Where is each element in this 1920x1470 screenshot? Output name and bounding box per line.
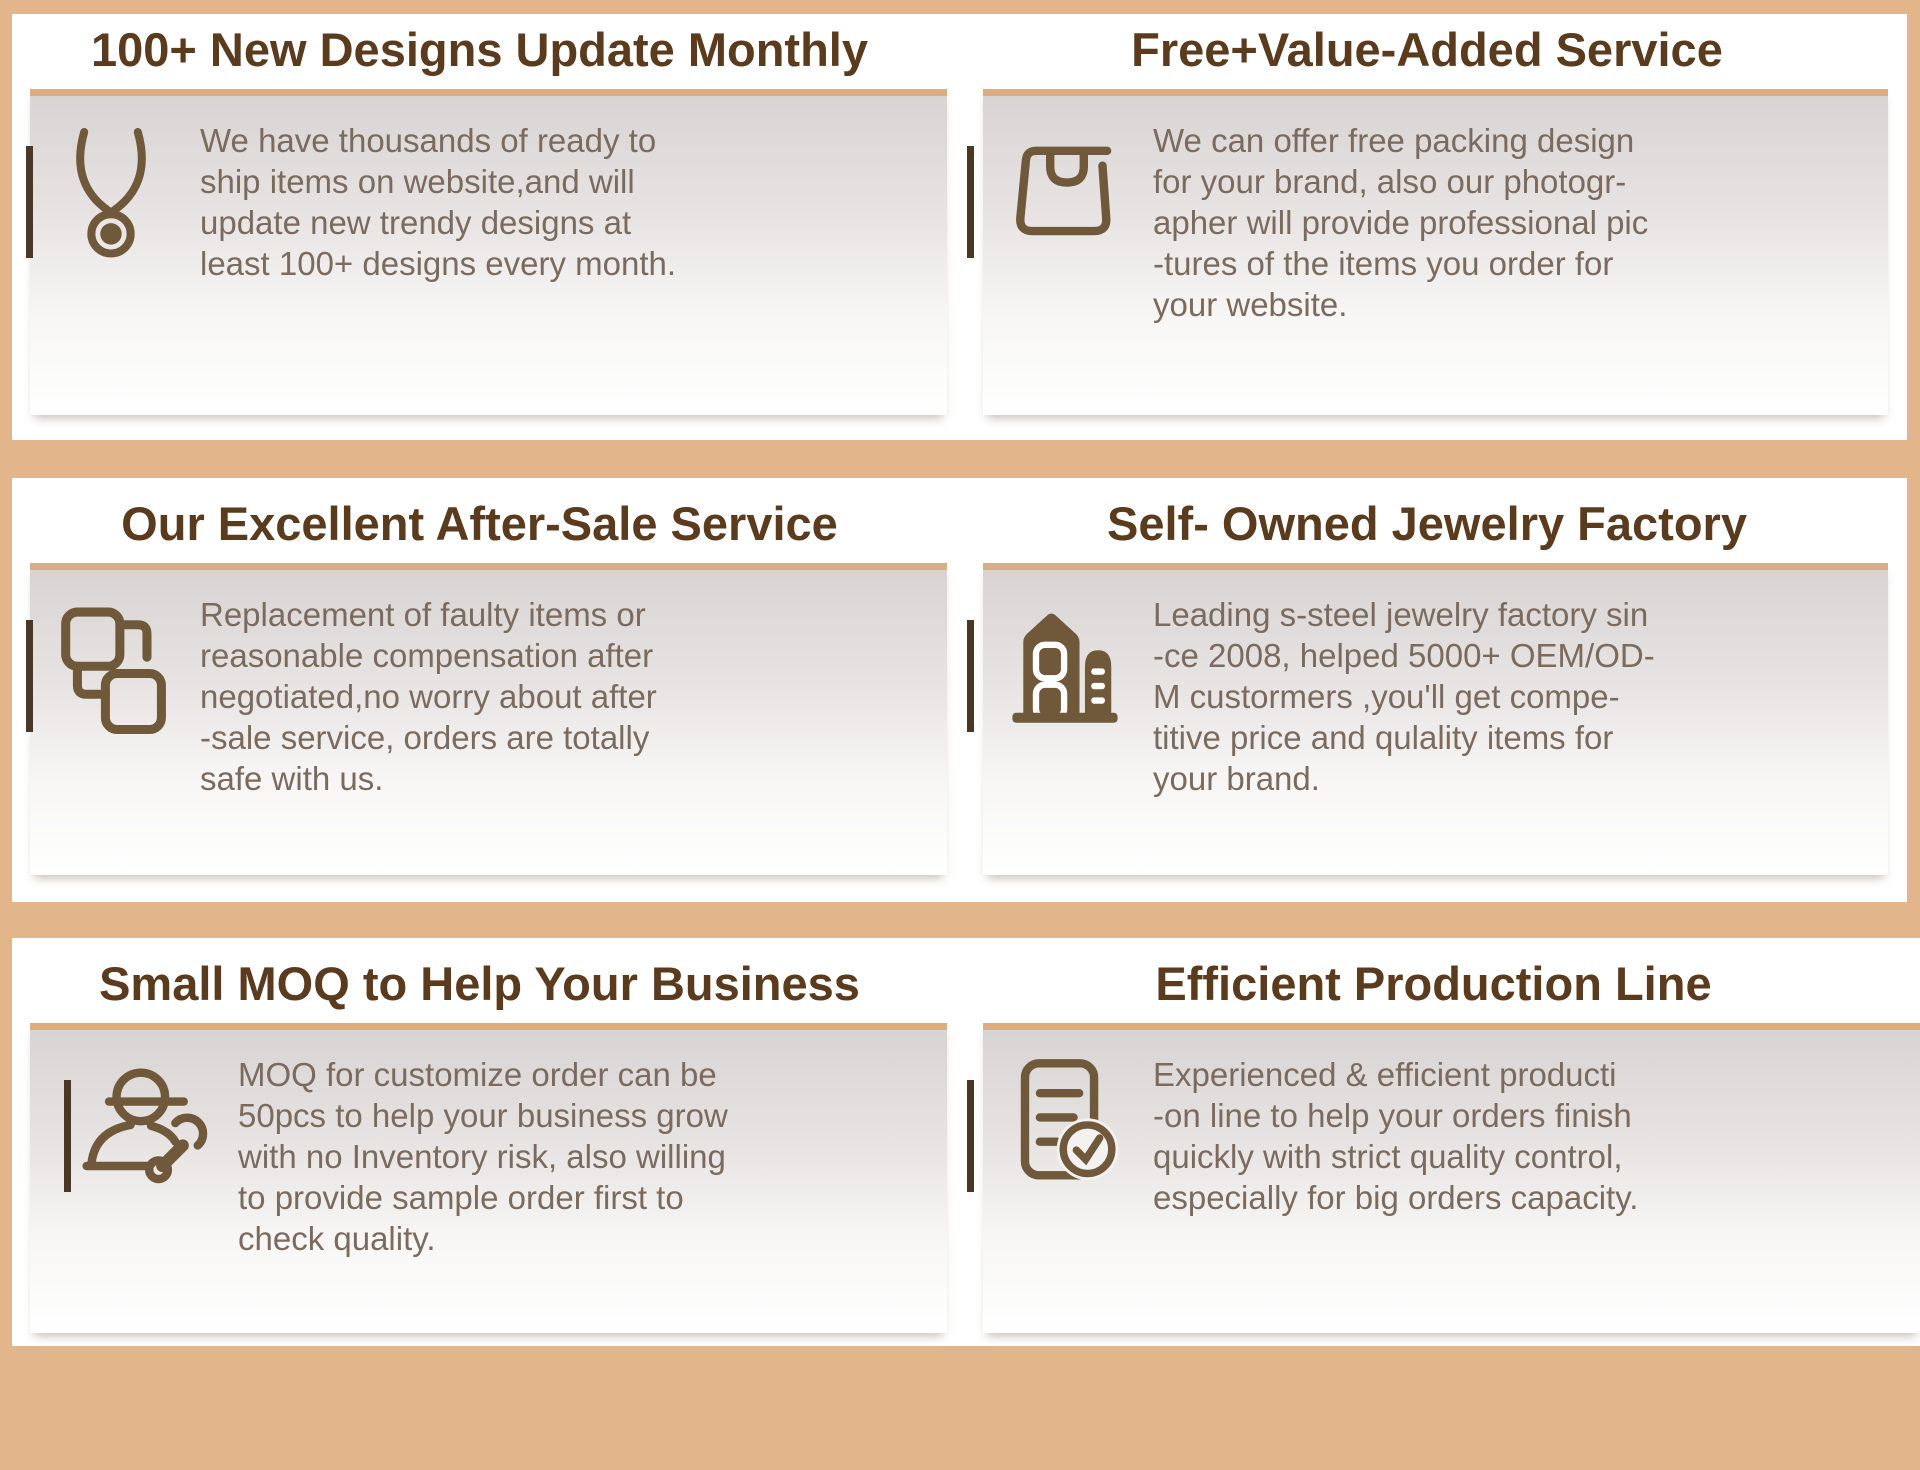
accent-bar bbox=[967, 146, 974, 258]
accent-bar bbox=[26, 146, 33, 258]
panel-value-added-service: Free+Value-Added Service We can offer fr… bbox=[947, 14, 1907, 440]
panel-content-box: MOQ for customize order can be 50pcs to … bbox=[30, 1023, 947, 1333]
panel-title: 100+ New Designs Update Monthly bbox=[91, 23, 868, 76]
accent-bar bbox=[967, 1080, 974, 1192]
panel-content-box: Leading s-steel jewelry factory sin -ce … bbox=[967, 563, 1888, 875]
panel-body: Experienced & efficient producti -on lin… bbox=[1153, 1056, 1639, 1216]
worker-wrench-icon bbox=[30, 1054, 230, 1194]
factory-buildings-icon bbox=[983, 594, 1145, 730]
accent-bar bbox=[64, 1080, 71, 1192]
panel-content-box: We have thousands of ready to ship items… bbox=[26, 89, 947, 415]
panel-title: Our Excellent After-Sale Service bbox=[121, 497, 838, 550]
feature-row-1: 100+ New Designs Update Monthly We have … bbox=[12, 14, 1907, 440]
panel-jewelry-factory: Self- Owned Jewelry Factory Leading s-st… bbox=[947, 478, 1907, 902]
feature-row-2: Our Excellent After-Sale Service Replace… bbox=[12, 478, 1907, 902]
panel-production-line: Efficient Production Line Experienced & … bbox=[947, 938, 1920, 1346]
panel-body: MOQ for customize order can be 50pcs to … bbox=[238, 1056, 728, 1257]
replacement-squares-icon bbox=[30, 594, 192, 734]
panel-title: Small MOQ to Help Your Business bbox=[99, 957, 860, 1010]
panel-body: We can offer free packing design for you… bbox=[1153, 122, 1649, 323]
panel-body: We have thousands of ready to ship items… bbox=[200, 122, 677, 282]
panel-content-box: Replacement of faulty items or reasonabl… bbox=[26, 563, 947, 875]
panel-title: Free+Value-Added Service bbox=[1131, 23, 1723, 76]
necklace-icon bbox=[30, 120, 192, 270]
checklist-check-icon bbox=[983, 1054, 1145, 1194]
panel-after-sale-service: Our Excellent After-Sale Service Replace… bbox=[12, 478, 947, 902]
accent-bar bbox=[967, 620, 974, 732]
panel-content-box: Experienced & efficient producti -on lin… bbox=[967, 1023, 1920, 1333]
panel-title: Efficient Production Line bbox=[1155, 957, 1712, 1010]
accent-bar bbox=[26, 620, 33, 732]
panel-title: Self- Owned Jewelry Factory bbox=[1107, 497, 1747, 550]
shopping-bag-icon bbox=[983, 120, 1145, 260]
panel-content-box: We can offer free packing design for you… bbox=[967, 89, 1888, 415]
panel-body: Replacement of faulty items or reasonabl… bbox=[200, 596, 657, 797]
panel-small-moq: Small MOQ to Help Your Business MOQ for … bbox=[12, 938, 947, 1346]
panel-new-designs: 100+ New Designs Update Monthly We have … bbox=[12, 14, 947, 440]
feature-row-3: Small MOQ to Help Your Business MOQ for … bbox=[12, 938, 1920, 1346]
panel-body: Leading s-steel jewelry factory sin -ce … bbox=[1153, 596, 1655, 797]
